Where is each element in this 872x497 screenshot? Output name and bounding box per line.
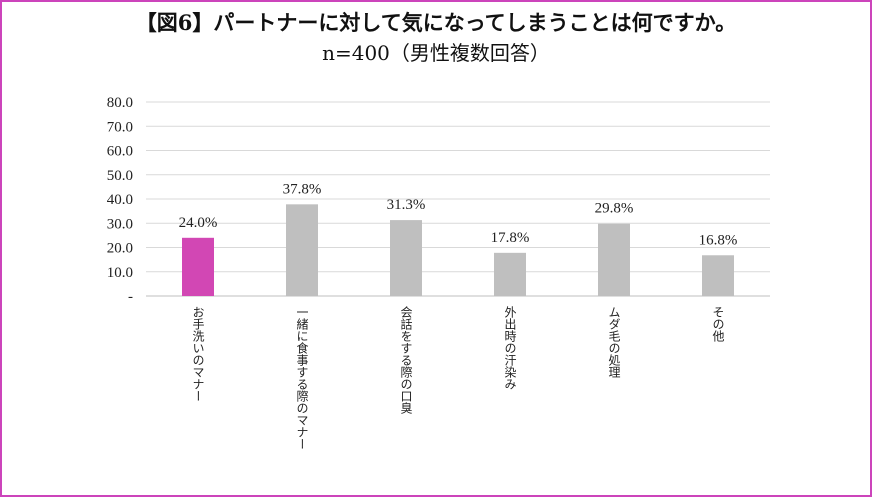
category-label-6: その他 bbox=[711, 306, 725, 342]
chart-title: 【図6】パートナーに対して気になってしまうことは何ですか。 bbox=[135, 10, 737, 35]
category-label-2: 一緒に食事する際のマナー bbox=[295, 306, 309, 450]
y-tick-label: 40.0 bbox=[107, 192, 133, 208]
data-label-2: 37.8% bbox=[283, 181, 322, 197]
category-label-3: 会話をする際の口臭 bbox=[399, 306, 413, 414]
y-tick-label: - bbox=[128, 289, 133, 305]
y-tick-label: 80.0 bbox=[107, 95, 133, 111]
data-label-3: 31.3% bbox=[387, 197, 426, 213]
bar-2 bbox=[286, 204, 318, 296]
chart-subtitle: n=400（男性複数回答） bbox=[322, 41, 550, 65]
bar-1 bbox=[182, 237, 214, 296]
data-label-4: 17.8% bbox=[491, 230, 530, 246]
y-tick-label: 20.0 bbox=[107, 241, 133, 257]
y-tick-label: 10.0 bbox=[107, 265, 133, 281]
y-tick-label: 70.0 bbox=[107, 119, 133, 135]
bar-6 bbox=[702, 255, 734, 296]
category-label-5: ムダ毛の処理 bbox=[607, 306, 621, 378]
bar-5 bbox=[598, 223, 630, 296]
bar-4 bbox=[494, 252, 526, 296]
data-label-1: 24.0% bbox=[179, 215, 218, 231]
y-tick-label: 50.0 bbox=[107, 168, 133, 184]
category-label-1: お手洗いのマナー bbox=[191, 306, 205, 402]
data-label-6: 16.8% bbox=[699, 232, 738, 248]
bar-3 bbox=[390, 220, 422, 296]
y-tick-label: 60.0 bbox=[107, 144, 133, 160]
category-label-4: 外出時の汗染み bbox=[503, 306, 517, 390]
y-tick-label: 30.0 bbox=[107, 216, 133, 232]
data-label-5: 29.8% bbox=[595, 201, 634, 217]
